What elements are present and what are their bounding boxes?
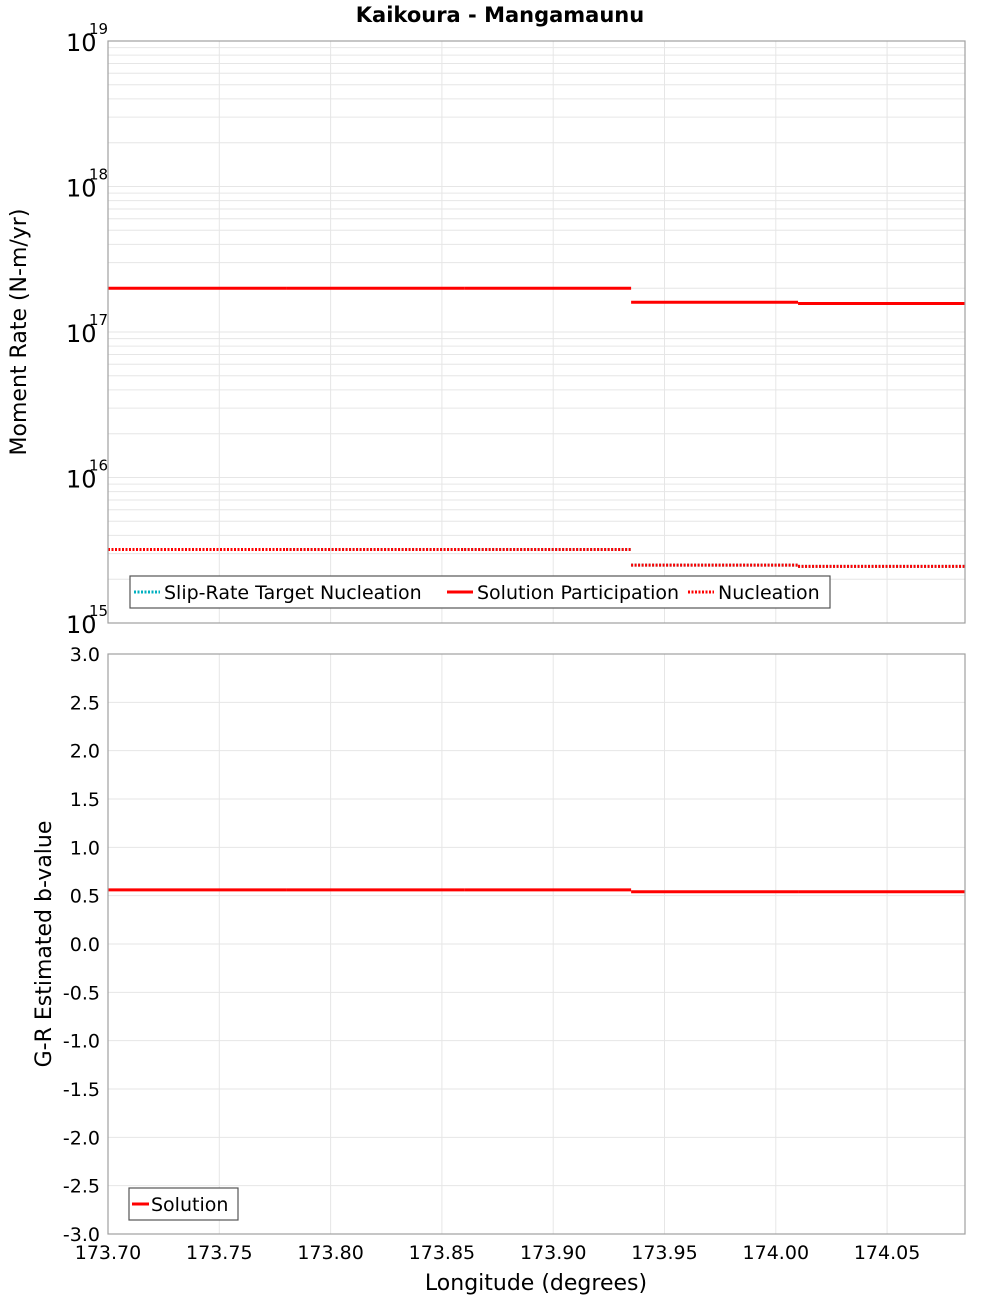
chart-title: Kaikoura - Mangamaunu — [356, 3, 644, 27]
y-tick-label: 0.0 — [70, 934, 100, 956]
b-value-plot: 3.0 2.5 2.0 1.5 1.0 0.5 0.0 -0.5 -1.0 -1.5 -2.0 -2.… — [32, 644, 965, 1296]
series-solution-participation — [108, 288, 965, 303]
x-tick-label: 174.05 — [854, 1242, 920, 1264]
chart-figure: Kaikoura - Mangamaunu 101510161017101810… — [0, 0, 1000, 1300]
series-nucleation — [108, 550, 965, 567]
x-tick-label: 173.90 — [520, 1242, 586, 1264]
y-tick-label: 1019 — [66, 20, 108, 57]
x-axis-label: Longitude (degrees) — [425, 1271, 647, 1296]
y-tick-label: 0.5 — [70, 886, 100, 908]
moment-rate-y-axis-label: Moment Rate (N-m/yr) — [7, 209, 32, 456]
legend-item: Slip-Rate Target Nucleation — [134, 582, 422, 604]
moment-rate-series — [108, 288, 965, 566]
svg-text:Solution: Solution — [151, 1194, 228, 1216]
moment-rate-legend: Slip-Rate Target Nucleation Solution Part… — [130, 576, 830, 608]
b-value-y-axis-label: G-R Estimated b-value — [32, 821, 57, 1068]
longitude-x-ticks: 173.70 173.75 173.80 173.85 173.90 173.95 174.… — [75, 1242, 921, 1264]
y-tick-label: 1016 — [66, 457, 108, 494]
b-value-grid — [108, 654, 965, 1234]
y-tick-label: -2.0 — [63, 1127, 100, 1149]
y-tick-label: -1.5 — [63, 1079, 100, 1101]
b-value-legend: Solution — [129, 1188, 238, 1220]
y-tick-label: -0.5 — [63, 982, 100, 1004]
y-tick-label: 2.5 — [70, 692, 100, 714]
svg-text:17: 17 — [89, 311, 108, 329]
y-tick-label: 1018 — [66, 166, 108, 203]
series-slip-rate-target-nucleation — [108, 550, 965, 567]
svg-text:Solution Participation: Solution Participation — [477, 582, 679, 604]
series-solution — [108, 890, 965, 892]
y-tick-label: 2.0 — [70, 741, 100, 763]
y-tick-label: 1.5 — [70, 789, 100, 811]
svg-text:Nucleation: Nucleation — [718, 582, 820, 604]
svg-text:19: 19 — [89, 20, 108, 38]
y-tick-label: 1017 — [66, 311, 108, 348]
y-tick-label: 1015 — [66, 602, 108, 639]
moment-rate-grid — [108, 41, 965, 623]
legend-item: Solution Participation — [447, 582, 679, 604]
x-tick-label: 173.70 — [75, 1242, 141, 1264]
y-tick-label: 3.0 — [70, 644, 100, 666]
svg-text:16: 16 — [89, 457, 108, 475]
x-tick-label: 173.95 — [631, 1242, 697, 1264]
svg-text:18: 18 — [89, 166, 108, 184]
b-value-series — [108, 890, 965, 892]
y-tick-label: 1.0 — [70, 837, 100, 859]
svg-text:15: 15 — [89, 602, 108, 620]
x-tick-label: 173.85 — [409, 1242, 475, 1264]
x-tick-label: 174.00 — [743, 1242, 809, 1264]
x-tick-label: 173.75 — [186, 1242, 252, 1264]
b-value-y-ticks: 3.0 2.5 2.0 1.5 1.0 0.5 0.0 -0.5 -1.0 -1.5 -2.0 -2.… — [63, 644, 100, 1246]
y-tick-label: -2.5 — [63, 1176, 100, 1198]
svg-text:Slip-Rate Target Nucleation: Slip-Rate Target Nucleation — [164, 582, 422, 604]
moment-rate-plot: 1015 1016 1017 1018 1019 Moment Rate (N-m/yr… — [7, 20, 965, 639]
moment-rate-y-ticks: 1015 1016 1017 1018 1019 — [66, 20, 108, 639]
x-tick-label: 173.80 — [297, 1242, 363, 1264]
y-tick-label: -1.0 — [63, 1031, 100, 1053]
